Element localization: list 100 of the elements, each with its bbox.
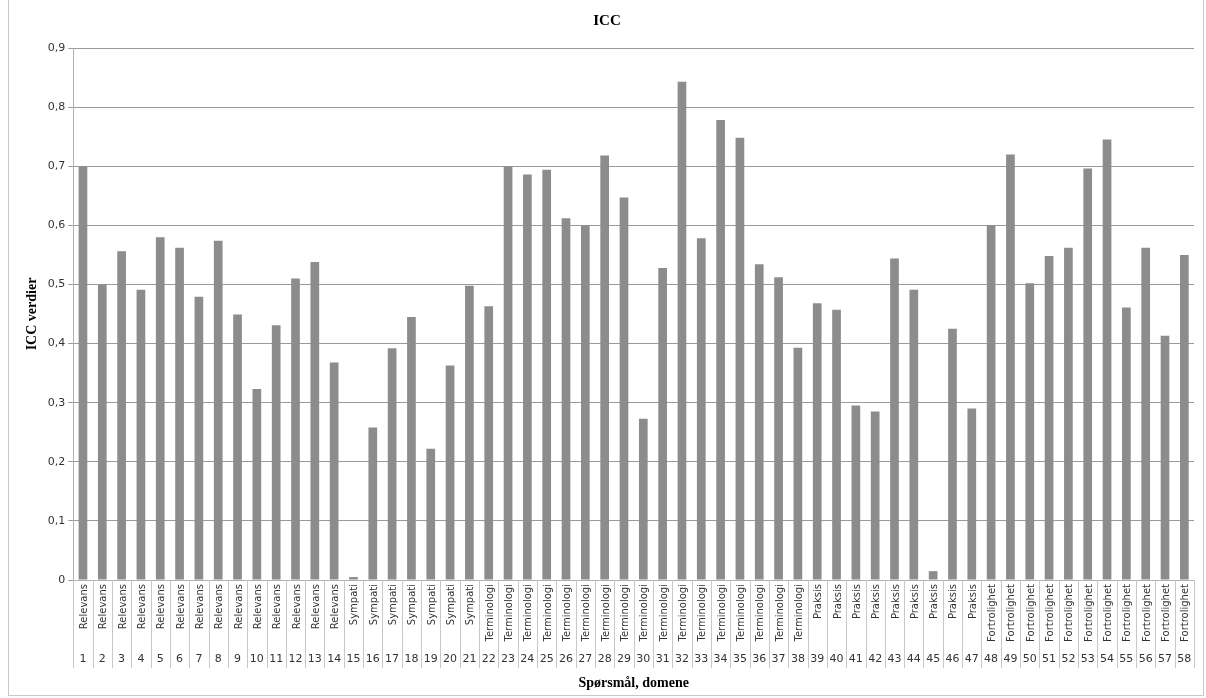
bar bbox=[426, 448, 436, 580]
x-tick-label: Fortrolighet 53 bbox=[1080, 583, 1095, 665]
bar bbox=[329, 362, 339, 580]
category-label: Praksis 44 bbox=[906, 584, 921, 665]
bar bbox=[696, 238, 706, 580]
bar bbox=[638, 418, 648, 580]
bar bbox=[600, 155, 610, 580]
bar bbox=[851, 405, 861, 580]
category-label: Sympati 18 bbox=[404, 584, 419, 665]
x-tick-label: Fortrolighet 58 bbox=[1177, 583, 1192, 665]
x-tick-label: Terminologi 33 bbox=[694, 584, 709, 665]
x-tick-label: Terminologi 22 bbox=[481, 584, 496, 665]
category-label: Sympati 21 bbox=[462, 584, 477, 665]
x-tick-label: Fortrolighet 56 bbox=[1138, 583, 1153, 665]
bar bbox=[523, 174, 532, 580]
bar bbox=[1122, 307, 1131, 580]
bar bbox=[445, 365, 455, 580]
category-label: Sympati 15 bbox=[346, 584, 361, 665]
x-tick-label: Terminologi 34 bbox=[713, 584, 728, 665]
y-tick-label: 0,5 bbox=[47, 277, 66, 291]
bar bbox=[175, 247, 184, 580]
category-label: Relevans 2 bbox=[97, 584, 109, 665]
bar bbox=[832, 309, 841, 580]
bar bbox=[310, 261, 320, 580]
x-tick-label: Terminologi 36 bbox=[752, 584, 767, 665]
bar bbox=[774, 277, 783, 580]
x-tick-label: Terminologi 23 bbox=[501, 584, 516, 665]
x-tick-label: Terminologi 28 bbox=[597, 584, 612, 665]
x-tick-label: Fortrolighet 52 bbox=[1061, 583, 1076, 665]
y-tick-label: 0 bbox=[58, 572, 66, 586]
x-axis-title: Spørsmål, domene bbox=[578, 675, 689, 691]
bar bbox=[271, 325, 281, 580]
bar bbox=[812, 303, 822, 580]
category-label: Relevans 9 bbox=[232, 584, 244, 665]
x-tick-label: Terminologi 37 bbox=[771, 584, 786, 665]
chart-title: ICC bbox=[593, 11, 621, 28]
bar bbox=[349, 577, 358, 580]
x-tick-label: Fortrolighet 54 bbox=[1100, 583, 1115, 665]
category-label: Relevans 13 bbox=[307, 584, 322, 665]
x-tick-label: Terminologi 32 bbox=[674, 584, 689, 665]
bar bbox=[1102, 139, 1112, 580]
bar bbox=[368, 427, 378, 580]
category-label: Relevans 6 bbox=[174, 584, 186, 665]
bar bbox=[658, 267, 667, 580]
bar bbox=[870, 411, 880, 580]
category-label: Relevans 5 bbox=[155, 584, 167, 665]
bar bbox=[117, 251, 126, 580]
category-label: Praksis 47 bbox=[964, 584, 979, 665]
x-tick-label: Fortrolighet 51 bbox=[1042, 583, 1057, 665]
category-label: Relevans 14 bbox=[327, 584, 342, 665]
bar bbox=[542, 169, 552, 580]
bar bbox=[735, 137, 745, 580]
bar bbox=[677, 81, 687, 580]
category-label: Sympati 20 bbox=[443, 584, 458, 665]
bar bbox=[155, 237, 165, 580]
bar bbox=[233, 314, 242, 580]
category-label: Relevans 1 bbox=[77, 584, 89, 665]
bar bbox=[1064, 247, 1073, 580]
bar bbox=[909, 289, 919, 580]
bar bbox=[78, 166, 88, 580]
category-label: Relevans 4 bbox=[135, 584, 147, 665]
bar bbox=[1006, 154, 1015, 580]
x-tick-label: Fortrolighet 48 bbox=[984, 583, 999, 665]
bar bbox=[967, 408, 977, 580]
bar bbox=[252, 389, 262, 580]
bar bbox=[1179, 254, 1189, 580]
category-label: Relevans 3 bbox=[116, 584, 128, 665]
bar bbox=[291, 278, 300, 580]
bar bbox=[1160, 335, 1170, 580]
y-tick-label: 0,8 bbox=[47, 99, 66, 113]
x-tick-label: Terminologi 30 bbox=[636, 584, 651, 665]
x-tick-label: Fortrolighet 50 bbox=[1022, 583, 1037, 665]
bar bbox=[1141, 247, 1151, 580]
bar bbox=[503, 166, 513, 580]
x-tick-label: Terminologi 24 bbox=[520, 584, 535, 665]
bar bbox=[890, 258, 899, 580]
category-label: Sympati 17 bbox=[385, 584, 400, 665]
bar bbox=[387, 348, 397, 580]
category-label: Praksis 39 bbox=[810, 584, 825, 665]
category-label: Relevans 11 bbox=[269, 584, 284, 665]
bar bbox=[136, 289, 146, 580]
bar bbox=[97, 284, 107, 580]
y-tick-label: 0,1 bbox=[47, 513, 66, 527]
bar bbox=[1044, 256, 1054, 580]
bar bbox=[1083, 168, 1093, 580]
category-label: Praksis 46 bbox=[945, 584, 960, 665]
y-tick-label: 0,7 bbox=[47, 159, 66, 173]
y-tick-label: 0,3 bbox=[47, 395, 66, 409]
category-label: Relevans 12 bbox=[288, 584, 303, 665]
bar bbox=[194, 296, 204, 580]
y-tick-label: 0,6 bbox=[47, 218, 66, 232]
x-tick-label: Fortrolighet 49 bbox=[1003, 583, 1018, 665]
x-tick-label: Terminologi 31 bbox=[655, 584, 670, 665]
bar bbox=[948, 328, 957, 580]
y-tick-label: 0,4 bbox=[47, 336, 66, 350]
x-tick-label: Fortrolighet 55 bbox=[1119, 583, 1134, 665]
bar bbox=[561, 218, 571, 580]
bar bbox=[465, 285, 474, 580]
bar bbox=[1025, 283, 1035, 580]
category-label: Praksis 45 bbox=[926, 584, 941, 665]
